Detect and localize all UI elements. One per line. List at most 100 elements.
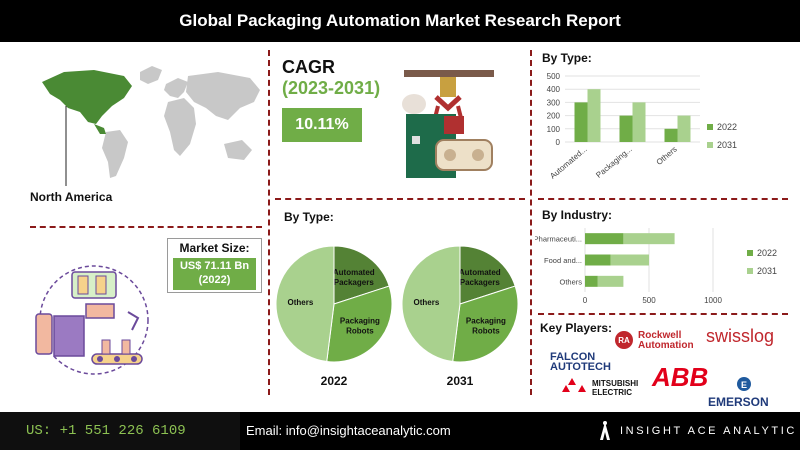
africa-shape: [164, 98, 196, 156]
bar-chart-by-type: 0 100 200 300 400 500 Automated... Packaging...…: [547, 72, 737, 181]
pie-slice-label: Others: [288, 298, 314, 307]
pie-slice: [333, 245, 390, 305]
asia-shape: [186, 72, 260, 120]
divider-right-top: [538, 198, 788, 200]
bar-2031: [610, 254, 649, 266]
divider-right-bottom: [538, 313, 788, 315]
swisslog-logo: swisslog: [706, 326, 774, 346]
y-tick-label: 400: [547, 85, 561, 94]
pie-year-label: 2022: [321, 374, 348, 388]
robot-arm-illustration: [402, 70, 494, 178]
pie-slice-label: Automated Packagers: [333, 268, 375, 287]
y-tick-label: 100: [547, 125, 561, 134]
pie-slice-label: Packaging Robots: [466, 316, 506, 335]
region-label: North America: [30, 190, 113, 204]
australia-shape: [224, 140, 252, 160]
packaging-illustration: [35, 265, 149, 375]
brand-logo-icon: [600, 421, 610, 440]
bar-2022: [574, 102, 588, 142]
y-tick-label: Others: [559, 277, 582, 286]
pie-slice-label: Others: [414, 298, 440, 307]
footer-email[interactable]: Email: info@insightaceanalytic.com: [246, 423, 451, 438]
rockwell-text-1: Rockwell: [638, 330, 682, 341]
y-tick-label: 300: [547, 98, 561, 107]
legend-swatch: [707, 142, 713, 148]
x-tick-label: 1000: [704, 296, 722, 305]
market-size-label: Market Size:: [179, 241, 250, 255]
divider-left: [30, 226, 262, 228]
pie-slice: [459, 245, 516, 305]
svg-text:ELECTRIC: ELECTRIC: [592, 388, 632, 397]
footer-right-bar: [240, 412, 800, 450]
x-tick-label: Others: [655, 145, 679, 167]
legend-swatch: [747, 268, 753, 274]
svg-text:E: E: [741, 380, 747, 390]
pie-slice: [452, 285, 519, 363]
bar-2031: [632, 102, 646, 142]
divider-vertical-right: [530, 50, 532, 395]
world-map: [42, 66, 260, 186]
svg-text:EMERSON: EMERSON: [708, 395, 769, 409]
svg-text:RA: RA: [618, 336, 630, 345]
falcon-logo-2: AUTOTECH: [550, 361, 611, 373]
bar-2031: [677, 115, 691, 142]
falcon-logo-1: FALCON: [550, 351, 595, 363]
pie-chart-2022: Automated Packagers Packaging Robots Others 2…: [275, 245, 393, 388]
pie-slice: [401, 245, 461, 363]
x-tick-label: 0: [583, 296, 588, 305]
svg-text:MITSUBISHI: MITSUBISHI: [592, 379, 638, 388]
legend-swatch: [707, 124, 713, 130]
europe-shape: [164, 78, 188, 98]
pie-slice: [275, 245, 335, 363]
footer-left-bar: [0, 412, 240, 450]
divider-middle: [275, 198, 525, 200]
bar-2022: [585, 275, 598, 287]
bar-chart-by-industry: 0 500 1000 Pharmaceuti... Food and... Others 2…: [535, 228, 777, 305]
north-america-highlight: [42, 70, 132, 124]
y-tick-label: Food and...: [544, 256, 582, 265]
x-tick-label: Packaging...: [594, 145, 634, 180]
rockwell-text-2: Automation: [638, 340, 694, 351]
y-tick-label: 0: [556, 138, 561, 147]
rockwell-logo: RA Rockwell Automation: [615, 330, 694, 351]
divider-vertical-left: [268, 50, 270, 395]
y-tick-label: 500: [547, 72, 561, 81]
emerson-logo: E EMERSON: [708, 377, 769, 409]
legend-label: 2031: [717, 140, 737, 150]
cagr-title: CAGR: [282, 57, 335, 77]
y-tick-label: Pharmaceuti...: [535, 235, 582, 244]
bar-2022: [664, 128, 678, 142]
bar-2022: [585, 254, 611, 266]
bar-chart-industry-title: By Industry:: [542, 208, 613, 222]
bar-2031: [597, 275, 624, 287]
footer-phone[interactable]: US: +1 551 226 6109: [26, 423, 186, 439]
pie-slice-label: Packaging Robots: [340, 316, 380, 335]
pie-slice: [326, 285, 393, 363]
legend-label: 2031: [757, 266, 777, 276]
cagr-years: (2023-2031): [282, 78, 381, 98]
bar-2031: [587, 89, 601, 142]
x-tick-label: 500: [642, 296, 656, 305]
key-players-logos: RA Rockwell Automation swisslog FALCON A…: [550, 326, 774, 409]
pie-slice-label: Automated Packagers: [459, 268, 501, 287]
bar-chart-type-title: By Type:: [542, 51, 592, 65]
bar-2022: [585, 233, 624, 245]
pie-year-label: 2031: [447, 374, 474, 388]
south-america-shape: [102, 130, 128, 178]
bar-2022: [619, 115, 633, 142]
pie-section-title: By Type:: [284, 210, 334, 224]
abb-logo: ABB: [651, 362, 708, 392]
market-size-year: (2022): [198, 274, 231, 286]
market-size-value: US$ 71.11 Bn: [179, 260, 250, 272]
header-bar: [0, 0, 800, 42]
y-tick-label: 200: [547, 112, 561, 121]
page-title: Global Packaging Automation Market Resea…: [179, 11, 621, 30]
legend-label: 2022: [757, 248, 777, 258]
legend-label: 2022: [717, 122, 737, 132]
market-size-value-box: [173, 258, 256, 290]
key-players-title: Key Players:: [540, 321, 613, 335]
pie-chart-2031: Automated Packagers Packaging Robots Others 2…: [401, 245, 519, 388]
footer-brand: INSIGHT ACE ANALYTIC: [620, 425, 797, 437]
x-tick-label: Automated...: [548, 145, 589, 181]
greenland-shape: [140, 66, 162, 84]
